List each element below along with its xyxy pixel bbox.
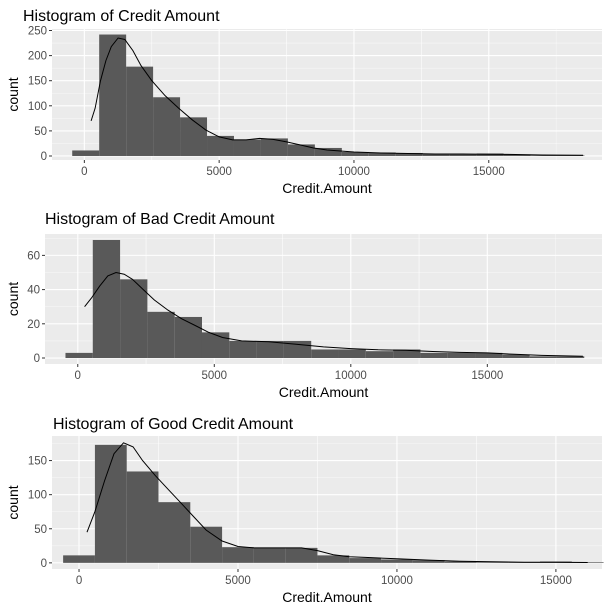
histogram-bar [447,352,476,359]
x-axis-title: Credit.Amount [282,180,372,196]
histogram-bar [395,152,423,156]
chart-title: Histogram of Credit Amount [23,8,220,25]
x-tick-label: 15000 [540,575,572,587]
y-tick-label: 0 [41,151,47,163]
histogram-bar [158,502,191,563]
density-curve [84,271,583,357]
histogram-bar [412,560,445,563]
histogram-bar [529,356,557,359]
y-tick-label: 40 [27,285,40,297]
histogram-bar [287,144,315,156]
histogram-bar [222,547,254,563]
histogram-bar [256,340,284,359]
histogram-bar [476,562,509,563]
histogram-bar [253,547,286,563]
histogram-bar [201,332,230,359]
histogram-bar [153,97,181,156]
histogram-bar [381,559,413,563]
y-tick-label: 200 [28,51,47,63]
histogram-bar [393,349,421,359]
histogram-bar [229,340,257,359]
histogram-bar [503,154,531,156]
density-curve [86,442,588,563]
chart-panel-2: Histogram of Bad Credit Amount 0 5000 10000… [5,211,602,400]
y-tick-label: 250 [28,26,47,38]
y-tick-label: 50 [34,126,47,138]
histogram-bar [174,316,202,359]
x-tick-label: 5000 [206,166,232,178]
histogram-bar [63,555,95,563]
y-tick-label: 20 [27,319,40,331]
histogram-bar [444,561,477,563]
y-tick-label: 0 [41,558,47,570]
histogram-bar [475,352,503,359]
y-tick-label: 100 [28,101,47,113]
histogram-bar [530,155,558,156]
x-tick-label: 15000 [471,370,503,382]
y-tick-label: 0 [34,353,40,365]
histogram-bar [120,279,148,359]
histogram-bars [65,239,585,359]
y-tick-label: 50 [34,524,47,536]
histogram-bar [72,150,100,156]
histogram-bar [338,349,366,359]
histogram-bar [422,153,450,156]
histogram-bar [365,351,394,359]
histogram-bars [72,34,585,156]
x-tick-label: 10000 [381,575,413,587]
histogram-bar [207,135,234,156]
histogram-bar [556,356,585,359]
histogram-bar [99,34,127,156]
y-axis-title: count [5,485,21,519]
histogram-bar [180,117,208,156]
histogram-bar [126,471,159,563]
histogram-bar [190,526,223,563]
histogram-bar [349,558,382,563]
chart-title: Histogram of Good Credit Amount [53,416,294,433]
density-curve [90,37,584,156]
x-axis-title: Credit.Amount [279,384,369,400]
y-axis-title: count [5,77,21,111]
x-tick-label: 0 [76,575,82,587]
histogram-bar [420,352,448,359]
y-tick-label: 150 [28,456,47,468]
chart-title: Histogram of Bad Credit Amount [45,211,275,228]
x-tick-label: 15000 [473,166,505,178]
x-tick-label: 10000 [338,166,370,178]
y-tick-label: 100 [28,490,47,502]
histogram-bar [341,151,369,156]
histogram-bar [147,311,175,359]
histogram-bar [557,155,585,156]
histogram-bar [285,547,318,563]
x-tick-label: 5000 [225,575,251,587]
histogram-bar [260,138,288,156]
histogram-bar [126,66,154,156]
x-tick-label: 5000 [201,370,227,382]
histogram-bar [92,239,121,359]
y-axis-title: count [5,282,21,316]
histogram-bars [63,444,604,563]
histogram-bar [502,354,530,359]
x-tick-label: 10000 [335,370,367,382]
histogram-bar [94,444,127,563]
y-tick-label: 60 [27,250,40,262]
x-tick-label: 0 [81,166,87,178]
histogram-bar [317,555,350,563]
histogram-bar [314,147,342,156]
histogram-bar [449,153,477,156]
y-tick-label: 150 [28,76,47,88]
histogram-bar [311,349,339,359]
histogram-bar [65,352,93,359]
histogram-bar [233,139,261,156]
x-tick-label: 0 [75,370,81,382]
histogram-bar [476,153,504,156]
histogram-bar [368,152,396,156]
x-axis-title: Credit.Amount [282,589,372,605]
